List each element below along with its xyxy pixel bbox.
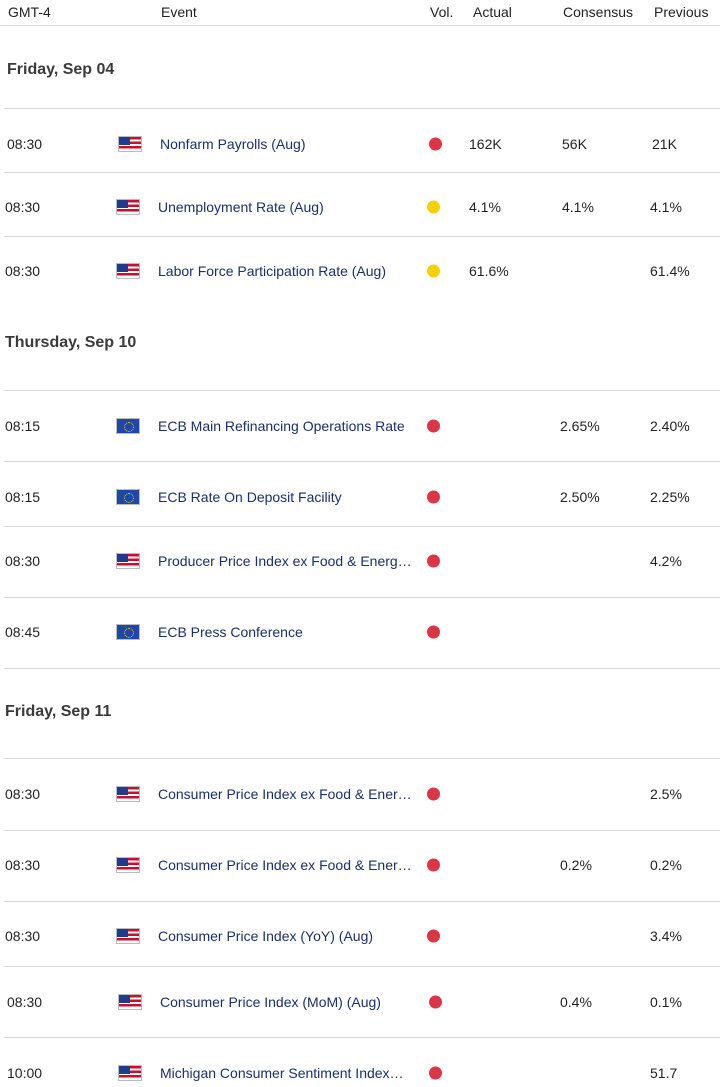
vol-column-header: Vol. (430, 4, 454, 20)
volatility-high-icon (427, 929, 440, 943)
row-divider (4, 108, 720, 109)
consensus-value: 0.2% (560, 857, 592, 873)
eu-flag-icon (116, 418, 140, 434)
event-time: 08:30 (5, 199, 41, 215)
volatility-high-icon (427, 858, 440, 872)
consensus-value: 0.4% (560, 994, 592, 1010)
previous-value: 4.2% (650, 553, 682, 569)
us-flag-icon (116, 263, 140, 279)
row-divider (4, 668, 720, 669)
row-divider (4, 461, 720, 462)
row-divider (4, 830, 720, 831)
event-time: 08:30 (7, 136, 43, 152)
previous-value: 21K (652, 136, 677, 152)
actual-value: 162K (469, 136, 502, 152)
row-divider (4, 172, 720, 173)
row-divider (4, 901, 720, 902)
row-divider (4, 390, 720, 391)
volatility-high-icon (429, 137, 442, 151)
previous-value: 2.40% (650, 418, 690, 434)
event-name: Consumer Price Index (YoY) (Aug) (158, 928, 374, 944)
row-divider (4, 236, 720, 237)
event-column-header: Event (161, 4, 197, 20)
us-flag-icon (116, 786, 140, 802)
event-name: Consumer Price Index ex Food & Ener… (158, 786, 412, 802)
timezone-label: GMT-4 (8, 4, 51, 20)
event-time: 08:30 (5, 553, 41, 569)
event-name: Michigan Consumer Sentiment Index… (160, 1065, 404, 1081)
consensus-value: 2.50% (560, 489, 600, 505)
volatility-high-icon (427, 625, 440, 639)
event-name: ECB Main Refinancing Operations Rate (158, 418, 405, 434)
volatility-high-icon (427, 554, 440, 568)
event-name: ECB Rate On Deposit Facility (158, 489, 342, 505)
event-time: 08:30 (5, 928, 41, 944)
row-divider (4, 526, 720, 527)
actual-value: 4.1% (469, 199, 501, 215)
actual-column-header: Actual (473, 4, 512, 20)
actual-value: 61.6% (469, 263, 509, 279)
day-heading: Thursday, Sep 10 (5, 334, 137, 351)
row-divider (4, 1037, 720, 1038)
previous-value: 2.5% (650, 786, 682, 802)
previous-value: 0.1% (650, 994, 682, 1010)
day-heading: Friday, Sep 11 (5, 703, 112, 720)
volatility-medium-icon (427, 200, 440, 214)
consensus-column-header: Consensus (563, 4, 634, 20)
event-time: 08:30 (7, 994, 43, 1010)
volatility-high-icon (429, 995, 442, 1009)
event-time: 10:00 (7, 1065, 43, 1081)
previous-value: 51.7 (650, 1065, 678, 1081)
consensus-value: 4.1% (562, 199, 594, 215)
volatility-medium-icon (427, 264, 440, 278)
event-name: Producer Price Index ex Food & Energ… (158, 553, 412, 569)
event-time: 08:45 (5, 624, 41, 640)
event-time: 08:30 (5, 786, 41, 802)
event-time: 08:30 (5, 857, 41, 873)
us-flag-icon (118, 136, 142, 152)
volatility-high-icon (429, 1066, 442, 1080)
volatility-high-icon (427, 490, 440, 504)
row-divider (4, 966, 720, 967)
event-time: 08:15 (5, 489, 41, 505)
day-heading: Friday, Sep 04 (7, 61, 115, 78)
previous-value: 0.2% (650, 857, 682, 873)
event-name: Unemployment Rate (Aug) (158, 199, 324, 215)
row-divider (4, 758, 720, 759)
previous-value: 2.25% (650, 489, 690, 505)
event-name: Labor Force Participation Rate (Aug) (158, 263, 386, 279)
table-header: GMT-4 Event Vol. Actual Consensus Previo… (0, 0, 720, 26)
us-flag-icon (116, 553, 140, 569)
volatility-high-icon (427, 419, 440, 433)
previous-value: 3.4% (650, 928, 682, 944)
event-name: Nonfarm Payrolls (Aug) (160, 136, 306, 152)
event-name: Consumer Price Index (MoM) (Aug) (160, 994, 381, 1010)
event-time: 08:15 (5, 418, 41, 434)
us-flag-icon (116, 928, 140, 944)
consensus-value: 2.65% (560, 418, 600, 434)
us-flag-icon (116, 857, 140, 873)
us-flag-icon (116, 199, 140, 215)
previous-value: 61.4% (650, 263, 690, 279)
event-time: 08:30 (5, 263, 41, 279)
consensus-value: 56K (562, 136, 587, 152)
eu-flag-icon (116, 624, 140, 640)
row-divider (4, 597, 720, 598)
eu-flag-icon (116, 489, 140, 505)
volatility-high-icon (427, 787, 440, 801)
previous-column-header: Previous (654, 4, 709, 20)
previous-value: 4.1% (650, 199, 682, 215)
event-name: ECB Press Conference (158, 624, 303, 640)
us-flag-icon (118, 1065, 142, 1081)
us-flag-icon (118, 994, 142, 1010)
event-name: Consumer Price Index ex Food & Ener… (158, 857, 412, 873)
